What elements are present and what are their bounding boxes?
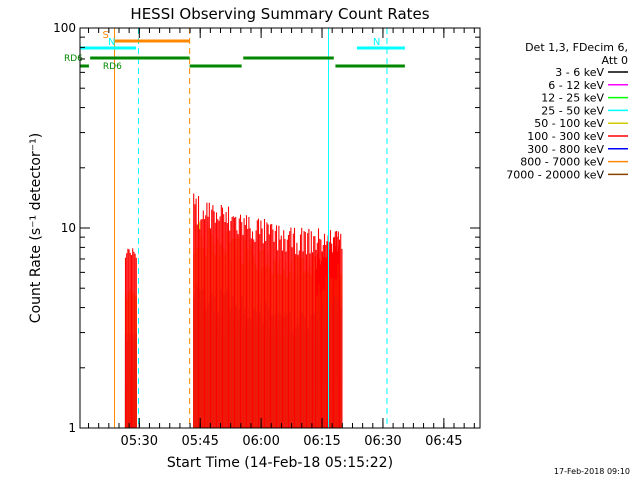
legend-header-line-1: Det 1,3, FDecim 6, <box>525 41 628 54</box>
rad-label-0: RD6 <box>64 54 83 64</box>
legend-label-1: 6 - 12 keV <box>548 79 604 92</box>
y-tick-label: 1 <box>68 421 76 435</box>
x-tick-label: 06:00 <box>242 434 279 449</box>
state-label-1: N <box>108 37 115 48</box>
footer-date: 17-Feb-2018 09:10 <box>554 467 630 476</box>
rad-label-1: RD6 <box>103 62 122 72</box>
x-tick-label: 06:30 <box>364 434 401 449</box>
state-label-2: N <box>373 37 380 48</box>
legend-label-3: 25 - 50 keV <box>541 104 604 117</box>
y-tick-label: 10 <box>61 221 76 235</box>
plot-area <box>124 193 343 428</box>
x-axis-label: Start Time (14-Feb-18 05:15:22) <box>167 455 393 471</box>
y-tick-label: 100 <box>53 21 76 35</box>
series-red-segment-1 <box>193 193 340 428</box>
y-axis-label: Count Rate (s⁻¹ detector⁻¹) <box>28 133 44 323</box>
legend-label-6: 300 - 800 keV <box>527 143 604 156</box>
x-tick-label: 06:45 <box>425 434 462 449</box>
x-tick-label: 05:45 <box>181 434 218 449</box>
legend-label-0: 3 - 6 keV <box>555 66 604 79</box>
state-label-0: S <box>103 30 109 41</box>
legend-label-5: 100 - 300 keV <box>527 130 604 143</box>
legend-label-4: 50 - 100 keV <box>534 117 604 130</box>
legend-header-line-2: Att 0 <box>602 54 628 67</box>
legend-label-8: 7000 - 20000 keV <box>506 168 604 181</box>
series-red-segment-0 <box>124 248 137 428</box>
x-tick-label: 06:15 <box>303 434 340 449</box>
legend-label-7: 800 - 7000 keV <box>520 156 604 169</box>
x-tick-label: 05:30 <box>121 434 158 449</box>
chart-title: HESSI Observing Summary Count Rates <box>130 5 429 23</box>
legend-label-2: 12 - 25 keV <box>541 92 604 105</box>
series-red-segment-2 <box>314 231 343 428</box>
